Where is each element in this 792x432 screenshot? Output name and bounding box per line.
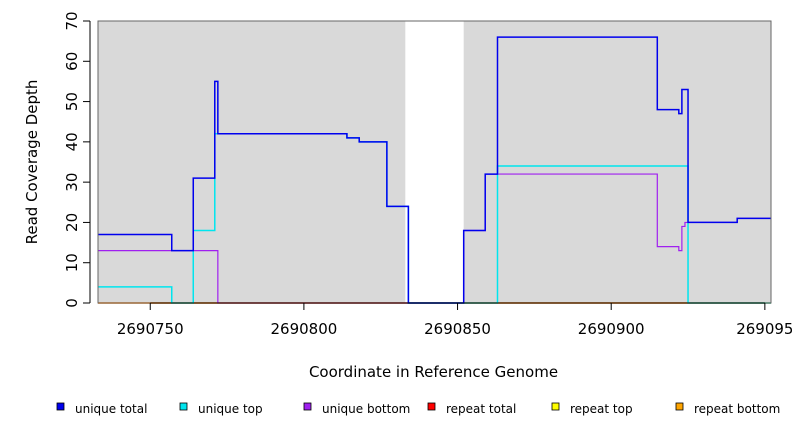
- y-tick-label: 50: [63, 92, 81, 111]
- y-tick-label: 30: [63, 173, 81, 192]
- y-tick-label: 60: [63, 52, 81, 71]
- x-tick-label: 2690750: [117, 320, 184, 338]
- shaded-region-1: [98, 21, 406, 303]
- y-axis-title: Read Coverage Depth: [23, 80, 41, 245]
- y-tick-label: 10: [63, 253, 81, 272]
- legend-item-repeat-bottom: repeat bottom: [675, 402, 780, 416]
- legend-item-unique-bottom: unique bottom: [303, 402, 410, 416]
- shaded-region-2: [463, 21, 771, 303]
- legend: unique total unique top unique bottom repea…: [56, 402, 780, 416]
- legend-label: unique total: [75, 402, 147, 416]
- plot-background: [98, 21, 771, 303]
- legend-swatch: [179, 402, 188, 411]
- legend-label: unique bottom: [322, 402, 410, 416]
- legend-swatch: [303, 402, 312, 411]
- legend-swatch: [551, 402, 560, 411]
- x-tick-label: 269095: [736, 320, 792, 338]
- legend-item-repeat-total: repeat total: [427, 402, 516, 416]
- y-tick-label: 0: [63, 298, 81, 308]
- legend-label: repeat top: [570, 402, 633, 416]
- y-tick-label: 40: [63, 132, 81, 151]
- x-tick-label: 2690900: [578, 320, 645, 338]
- legend-item-unique-total: unique total: [56, 402, 147, 416]
- x-axis: 2690750 2690800 2690850 2690900 269095: [117, 302, 792, 338]
- x-tick-label: 2690800: [270, 320, 337, 338]
- legend-swatch: [675, 402, 684, 411]
- y-tick-label: 20: [63, 213, 81, 232]
- x-axis-title: Coordinate in Reference Genome: [309, 363, 558, 381]
- x-tick-label: 2690850: [424, 320, 491, 338]
- legend-label: repeat bottom: [694, 402, 780, 416]
- legend-item-repeat-top: repeat top: [551, 402, 633, 416]
- y-axis: 0 10 20 30 40 50 60 70: [63, 11, 91, 308]
- legend-swatch: [427, 402, 436, 411]
- legend-label: unique top: [198, 402, 263, 416]
- legend-item-unique-top: unique top: [179, 402, 263, 416]
- y-tick-label: 70: [63, 11, 81, 30]
- legend-label: repeat total: [446, 402, 516, 416]
- legend-swatch: [56, 402, 65, 411]
